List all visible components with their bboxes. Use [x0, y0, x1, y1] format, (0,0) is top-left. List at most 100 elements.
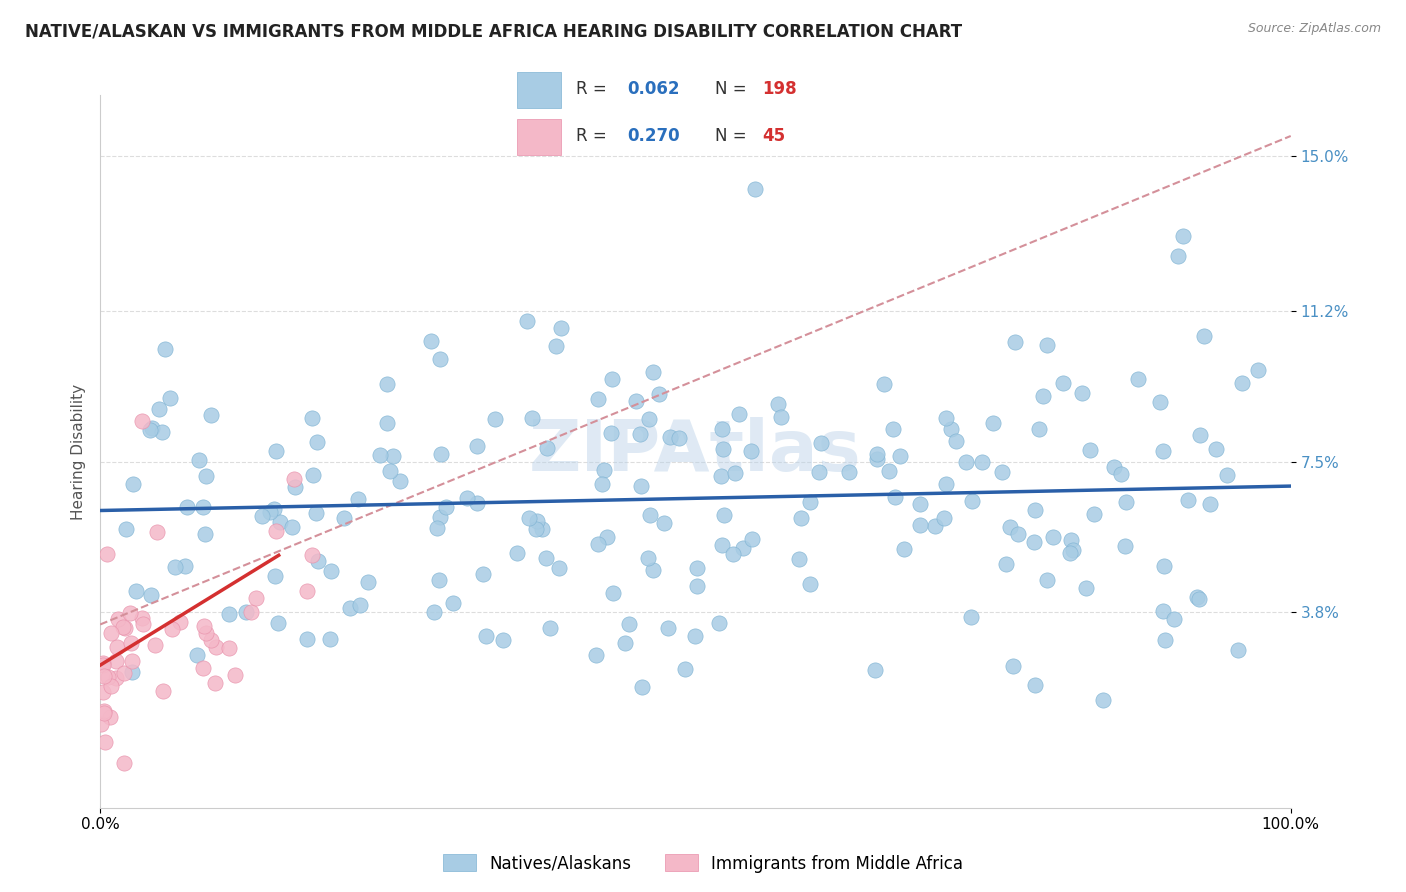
Point: [924, 518, 946, 533]
Point: [259, 505, 281, 519]
Point: [131, 610, 153, 624]
Point: [162, 622, 184, 636]
Point: [1163, 612, 1185, 626]
Point: [731, 541, 754, 555]
Point: [1111, 467, 1133, 481]
Point: [721, 547, 744, 561]
Point: [593, 463, 616, 477]
Point: [637, 412, 659, 426]
Point: [305, 506, 328, 520]
Text: R =: R =: [575, 128, 612, 145]
Point: [889, 449, 911, 463]
Point: [368, 448, 391, 462]
Point: [471, 566, 494, 581]
Point: [526, 514, 548, 528]
Point: [893, 542, 915, 557]
Point: [1036, 337, 1059, 351]
Point: [1102, 459, 1125, 474]
Point: [838, 466, 860, 480]
Point: [1024, 535, 1046, 549]
Point: [120, 636, 142, 650]
Point: [132, 617, 155, 632]
Point: [235, 605, 257, 619]
Point: [107, 612, 129, 626]
Point: [295, 632, 318, 647]
Point: [295, 583, 318, 598]
Point: [1092, 693, 1115, 707]
Point: [1028, 422, 1050, 436]
Point: [122, 477, 145, 491]
Point: [176, 500, 198, 515]
Point: [799, 494, 821, 508]
Point: [686, 578, 709, 592]
Point: [240, 605, 263, 619]
Point: [538, 621, 561, 635]
Point: [546, 338, 568, 352]
Point: [301, 549, 323, 563]
Point: [429, 510, 451, 524]
Point: [524, 522, 547, 536]
Point: [264, 444, 287, 458]
Point: [769, 409, 792, 424]
Point: [724, 466, 747, 480]
Point: [429, 351, 451, 366]
Point: [711, 538, 734, 552]
Point: [492, 633, 515, 648]
Point: [159, 391, 181, 405]
Point: [586, 392, 609, 407]
Point: [1188, 592, 1211, 607]
Point: [516, 314, 538, 328]
Point: [709, 615, 731, 630]
Point: [960, 494, 983, 508]
Point: [505, 545, 527, 559]
Point: [321, 565, 343, 579]
Point: [640, 508, 662, 523]
Point: [960, 610, 983, 624]
Point: [1153, 632, 1175, 647]
Point: [357, 575, 380, 590]
Point: [945, 434, 967, 448]
Point: [1074, 581, 1097, 595]
Point: [484, 412, 506, 426]
Point: [1024, 678, 1046, 692]
Point: [740, 444, 762, 458]
Point: [94, 735, 117, 749]
Point: [939, 422, 962, 436]
Point: [93, 684, 115, 698]
Point: [169, 615, 191, 629]
Point: [591, 476, 613, 491]
Point: [125, 584, 148, 599]
Point: [970, 455, 993, 469]
Point: [1199, 497, 1222, 511]
Point: [307, 435, 329, 450]
Point: [245, 591, 267, 605]
Point: [935, 477, 957, 491]
Point: [1153, 558, 1175, 573]
Point: [264, 569, 287, 583]
Point: [1036, 574, 1059, 588]
Point: [1167, 249, 1189, 263]
Point: [419, 334, 441, 349]
Text: N =: N =: [714, 80, 751, 98]
Point: [475, 628, 498, 642]
Point: [121, 665, 143, 679]
Point: [375, 416, 398, 430]
Point: [628, 427, 651, 442]
Text: R =: R =: [575, 80, 612, 98]
Point: [1177, 493, 1199, 508]
Point: [389, 474, 412, 488]
Point: [96, 547, 118, 561]
Point: [865, 663, 887, 677]
Point: [630, 681, 652, 695]
Point: [657, 622, 679, 636]
Point: [375, 376, 398, 391]
Point: [1070, 385, 1092, 400]
Point: [994, 558, 1017, 572]
Point: [381, 449, 404, 463]
Point: [1187, 590, 1209, 604]
Point: [93, 704, 115, 718]
Point: [465, 496, 488, 510]
Point: [600, 426, 623, 441]
Point: [434, 500, 457, 514]
Point: [810, 435, 832, 450]
